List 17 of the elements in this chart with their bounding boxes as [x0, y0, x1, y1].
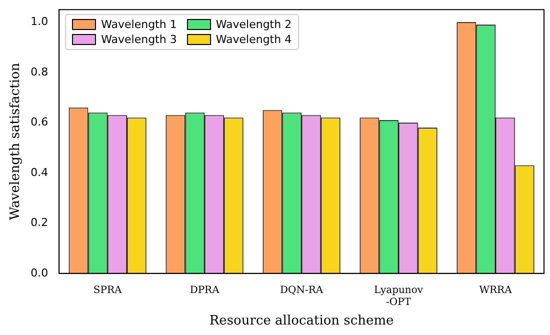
x-tick-label: Lyapunov -OPT — [374, 284, 424, 308]
y-tick-label: 0.8 — [30, 65, 48, 78]
y-tick-label: 0.6 — [30, 116, 48, 129]
legend-label: Wavelength 1 — [100, 18, 177, 31]
x-tick-label: SPRA — [93, 284, 123, 296]
y-tick-label: 1.0 — [30, 15, 48, 28]
x-tick-label: DPRA — [190, 284, 220, 296]
x-tick-label: WRRA — [479, 284, 513, 296]
y-tick-label: 0.4 — [30, 166, 48, 179]
legend-label: Wavelength 2 — [214, 18, 292, 31]
x-tick-label: DQN-RA — [280, 284, 324, 296]
legend-label: Wavelength 4 — [214, 32, 292, 46]
y-tick-label: 0.2 — [30, 216, 48, 230]
legend-label: Wavelength 3 — [100, 32, 177, 46]
y-tick-label: 0.0 — [30, 266, 48, 280]
x-axis-title: Resource allocation scheme — [209, 314, 394, 329]
y-axis-title: Wavelength satisfaction — [8, 62, 24, 220]
